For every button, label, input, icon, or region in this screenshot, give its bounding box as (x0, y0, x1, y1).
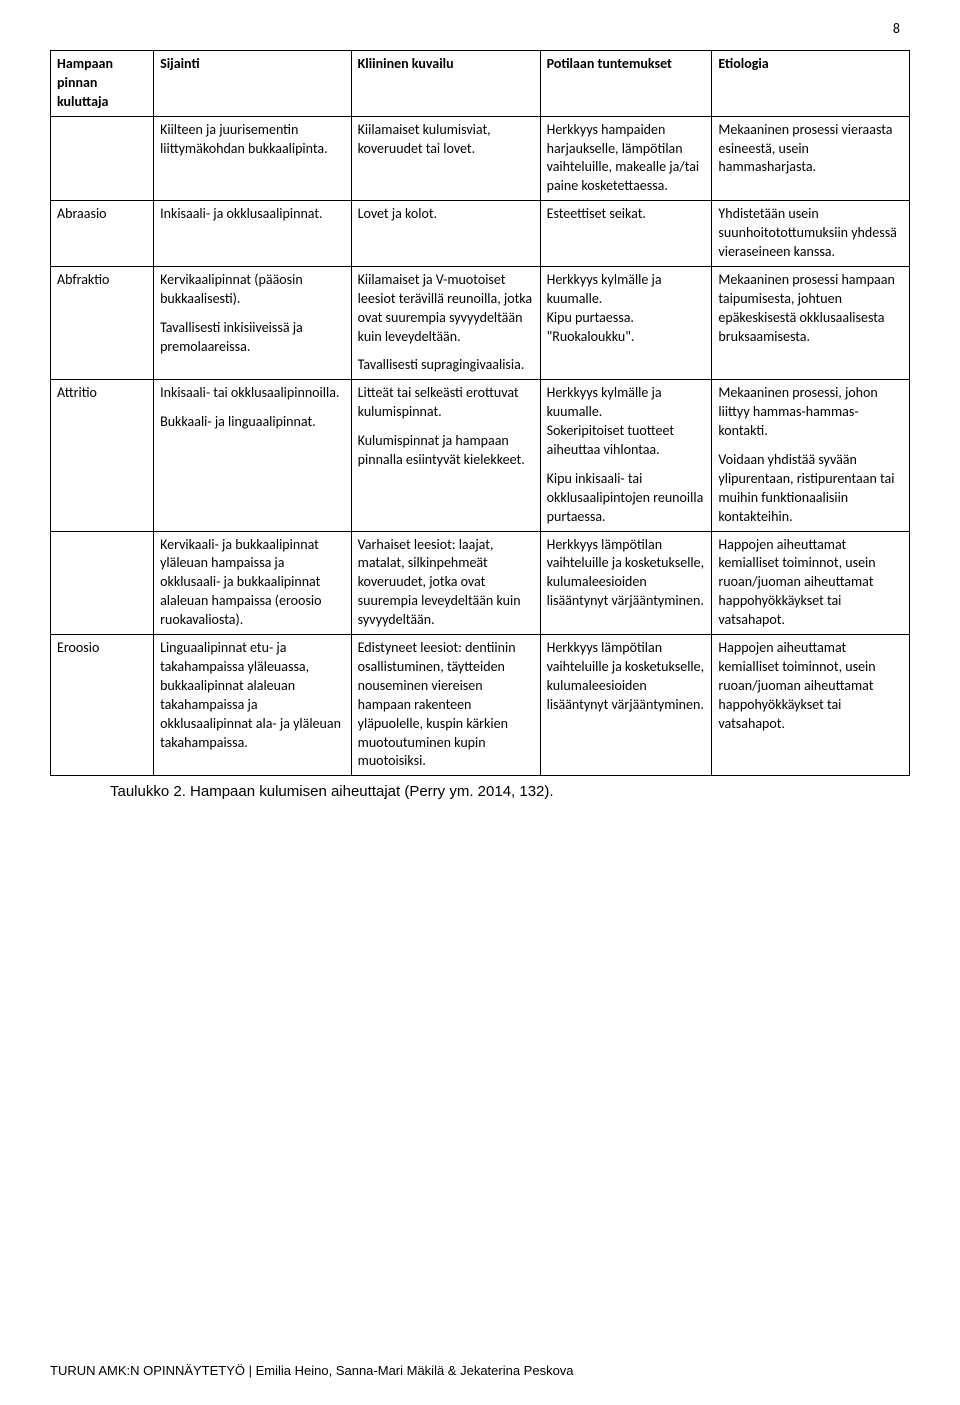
cell-paragraph: Bukkaali- ja linguaalipinnat. (160, 413, 345, 432)
cell-label (51, 531, 154, 634)
cell-paragraph: Mekaaninen prosessi hampaan taipumisesta… (718, 271, 903, 347)
cell-content: Yhdistetään usein suunhoitotottumuksiin … (712, 201, 910, 267)
table-caption: Taulukko 2. Hampaan kulumisen aiheuttaja… (110, 782, 910, 802)
cell-paragraph: Litteät tai selkeästi erottuvat kulumisp… (358, 384, 534, 422)
cell-content: Herkkyys kylmälle ja kuumalle. Kipu purt… (540, 266, 712, 379)
cell-label: Eroosio (51, 635, 154, 776)
cell-paragraph: Herkkyys hampaiden harjaukselle, lämpöti… (547, 121, 706, 197)
cell-paragraph: Kipu inkisaali- tai okklusaalipintojen r… (547, 470, 706, 527)
table-row: AttritioInkisaali- tai okklusaalipinnoil… (51, 380, 910, 531)
cell-paragraph: Inkisaali- tai okklusaalipinnoilla. (160, 384, 345, 403)
header-col4: Potilaan tuntemukset (540, 51, 712, 117)
cell-content: Edistyneet leesiot: dentiinin osallistum… (351, 635, 540, 776)
cell-paragraph: Happojen aiheuttamat kemialliset toiminn… (718, 639, 903, 733)
cell-paragraph: Tavallisesti supragingivaalisia. (358, 356, 534, 375)
cell-paragraph: Mekaaninen prosessi, johon liittyy hamma… (718, 384, 903, 441)
cell-content: Kiilamaiset kulumisviat, koveruudet tai … (351, 116, 540, 201)
cell-content: Varhaiset leesiot: laajat, matalat, silk… (351, 531, 540, 634)
cell-content: Kervikaali- ja bukkaalipinnat yläleuan h… (154, 531, 352, 634)
cell-content: Kiilamaiset ja V-muotoiset leesiot teräv… (351, 266, 540, 379)
cell-paragraph: Inkisaali- ja okklusaalipinnat. (160, 205, 345, 224)
header-col1: Hampaan pinnan kuluttaja (51, 51, 154, 117)
cell-label: Abraasio (51, 201, 154, 267)
cell-paragraph: Linguaalipinnat etu- ja takahampaissa yl… (160, 639, 345, 752)
cell-paragraph: Kiilamaiset kulumisviat, koveruudet tai … (358, 121, 534, 159)
header-col5: Etiologia (712, 51, 910, 117)
cell-paragraph: Yhdistetään usein suunhoitotottumuksiin … (718, 205, 903, 262)
cell-content: Kervikaalipinnat (pääosin bukkaalisesti)… (154, 266, 352, 379)
cell-content: Mekaaninen prosessi vieraasta esineestä,… (712, 116, 910, 201)
cell-label: Abfraktio (51, 266, 154, 379)
cell-content: Herkkyys kylmälle ja kuumalle. Sokeripit… (540, 380, 712, 531)
cell-paragraph: Kulumispinnat ja hampaan pinnalla esiint… (358, 432, 534, 470)
cell-paragraph: Kiilteen ja juurisementin liittymäkohdan… (160, 121, 345, 159)
cell-paragraph: Kiilamaiset ja V-muotoiset leesiot teräv… (358, 271, 534, 347)
cell-paragraph: Happojen aiheuttamat kemialliset toiminn… (718, 536, 903, 630)
header-col3: Kliininen kuvailu (351, 51, 540, 117)
cell-paragraph: Lovet ja kolot. (358, 205, 534, 224)
page-number: 8 (893, 20, 900, 39)
cell-content: Litteät tai selkeästi erottuvat kulumisp… (351, 380, 540, 531)
cell-content: Herkkyys lämpötilan vaihteluille ja kosk… (540, 635, 712, 776)
table-row: Kervikaali- ja bukkaalipinnat yläleuan h… (51, 531, 910, 634)
cell-content: Happojen aiheuttamat kemialliset toiminn… (712, 635, 910, 776)
cell-paragraph: Kervikaali- ja bukkaalipinnat yläleuan h… (160, 536, 345, 630)
footer-text: TURUN AMK:N OPINNÄYTETYÖ | Emilia Heino,… (50, 1362, 574, 1380)
cell-paragraph: Herkkyys kylmälle ja kuumalle. Sokeripit… (547, 384, 706, 460)
cell-paragraph: Voidaan yhdistää syvään ylipurentaan, ri… (718, 451, 903, 527)
cell-paragraph: Esteettiset seikat. (547, 205, 706, 224)
cell-paragraph: Herkkyys lämpötilan vaihteluille ja kosk… (547, 536, 706, 612)
cell-label: Attritio (51, 380, 154, 531)
table-row: AbfraktioKervikaalipinnat (pääosin bukka… (51, 266, 910, 379)
cell-content: Happojen aiheuttamat kemialliset toiminn… (712, 531, 910, 634)
cell-content: Mekaaninen prosessi, johon liittyy hamma… (712, 380, 910, 531)
cell-paragraph: Varhaiset leesiot: laajat, matalat, silk… (358, 536, 534, 630)
cell-content: Esteettiset seikat. (540, 201, 712, 267)
cell-content: Kiilteen ja juurisementin liittymäkohdan… (154, 116, 352, 201)
cell-content: Herkkyys hampaiden harjaukselle, lämpöti… (540, 116, 712, 201)
cell-paragraph: Herkkyys lämpötilan vaihteluille ja kosk… (547, 639, 706, 715)
cell-paragraph: Herkkyys kylmälle ja kuumalle. Kipu purt… (547, 271, 706, 347)
cell-paragraph: Kervikaalipinnat (pääosin bukkaalisesti)… (160, 271, 345, 309)
cell-content: Herkkyys lämpötilan vaihteluille ja kosk… (540, 531, 712, 634)
cell-content: Lovet ja kolot. (351, 201, 540, 267)
wear-table: Hampaan pinnan kuluttaja Sijainti Kliini… (50, 50, 910, 776)
table-row: EroosioLinguaalipinnat etu- ja takahampa… (51, 635, 910, 776)
cell-label (51, 116, 154, 201)
table-header-row: Hampaan pinnan kuluttaja Sijainti Kliini… (51, 51, 910, 117)
cell-content: Inkisaali- tai okklusaalipinnoilla. Bukka… (154, 380, 352, 531)
cell-paragraph: Edistyneet leesiot: dentiinin osallistum… (358, 639, 534, 771)
table-row: Kiilteen ja juurisementin liittymäkohdan… (51, 116, 910, 201)
cell-content: Inkisaali- ja okklusaalipinnat. (154, 201, 352, 267)
cell-paragraph: Mekaaninen prosessi vieraasta esineestä,… (718, 121, 903, 178)
header-col2: Sijainti (154, 51, 352, 117)
cell-paragraph: Tavallisesti inkisiiveissä ja premolaare… (160, 319, 345, 357)
table-row: Abraasio Inkisaali- ja okklusaalipinnat. L… (51, 201, 910, 267)
cell-content: Mekaaninen prosessi hampaan taipumisesta… (712, 266, 910, 379)
cell-content: Linguaalipinnat etu- ja takahampaissa yl… (154, 635, 352, 776)
